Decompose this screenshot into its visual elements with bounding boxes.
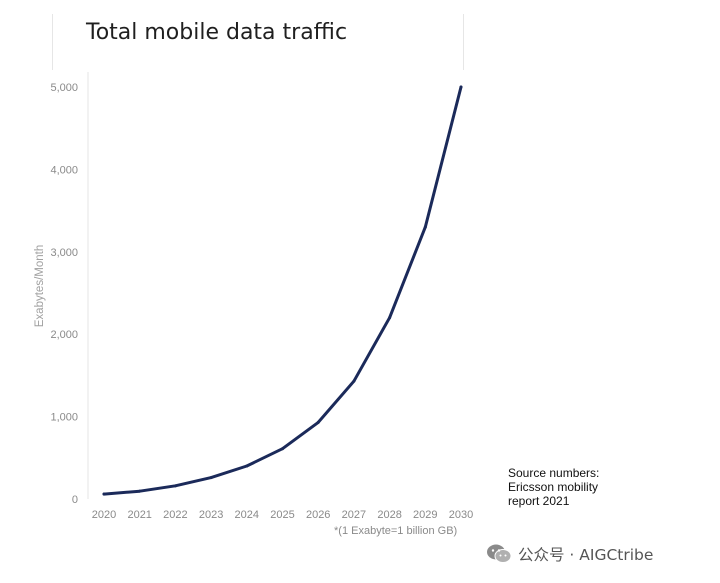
x-tick-label: 2027 [342, 509, 366, 521]
source-note: Source numbers: Ericsson mobility report… [508, 466, 600, 508]
unit-footnote: *(1 Exabyte=1 billion GB) [334, 525, 458, 537]
data-point [459, 85, 463, 89]
data-point [281, 447, 284, 451]
series-line [102, 85, 463, 496]
x-tick-label: 2026 [306, 509, 330, 521]
data-point [209, 476, 213, 480]
data-point [388, 316, 392, 320]
data-point [352, 379, 356, 383]
y-tick-label: 5,000 [50, 82, 78, 94]
x-tick-label: 2021 [127, 509, 151, 521]
x-tick-label: 2024 [235, 509, 259, 521]
data-point [245, 464, 249, 468]
data-points [102, 85, 463, 496]
data-point [423, 225, 427, 229]
y-tick-label: 0 [72, 494, 78, 506]
title-panel [52, 14, 464, 70]
wechat-icon [486, 543, 512, 565]
data-point [316, 420, 320, 424]
x-tick-label: 2025 [270, 509, 294, 521]
y-axis-title: Exabytes/Month [34, 245, 46, 327]
x-tick-label: 2023 [199, 509, 223, 521]
data-point [138, 489, 142, 493]
x-tick-label: 2028 [377, 509, 401, 521]
x-tick-label: 2022 [163, 509, 187, 521]
x-tick-label: 2020 [92, 509, 116, 521]
y-tick-label: 1,000 [50, 412, 78, 424]
y-tick-label: 3,000 [50, 247, 78, 259]
y-tick-label: 2,000 [50, 329, 78, 341]
chart-title: Total mobile data traffic [86, 20, 348, 45]
x-axis-ticks: 2020 2021 2022 2023 2024 2025 2026 2027 2028 2029… [92, 509, 473, 521]
data-point [102, 492, 106, 496]
y-axis-ticks: 0 1,000 2,000 3,000 4,000 5,000 [50, 82, 78, 506]
watermark-text: 公众号 · AIGCtribe [518, 546, 654, 564]
data-point [173, 484, 177, 488]
x-tick-label: 2030 [449, 509, 473, 521]
watermark: 公众号 · AIGCtribe [486, 543, 653, 565]
x-tick-label: 2029 [413, 509, 437, 521]
y-tick-label: 4,000 [50, 164, 78, 176]
